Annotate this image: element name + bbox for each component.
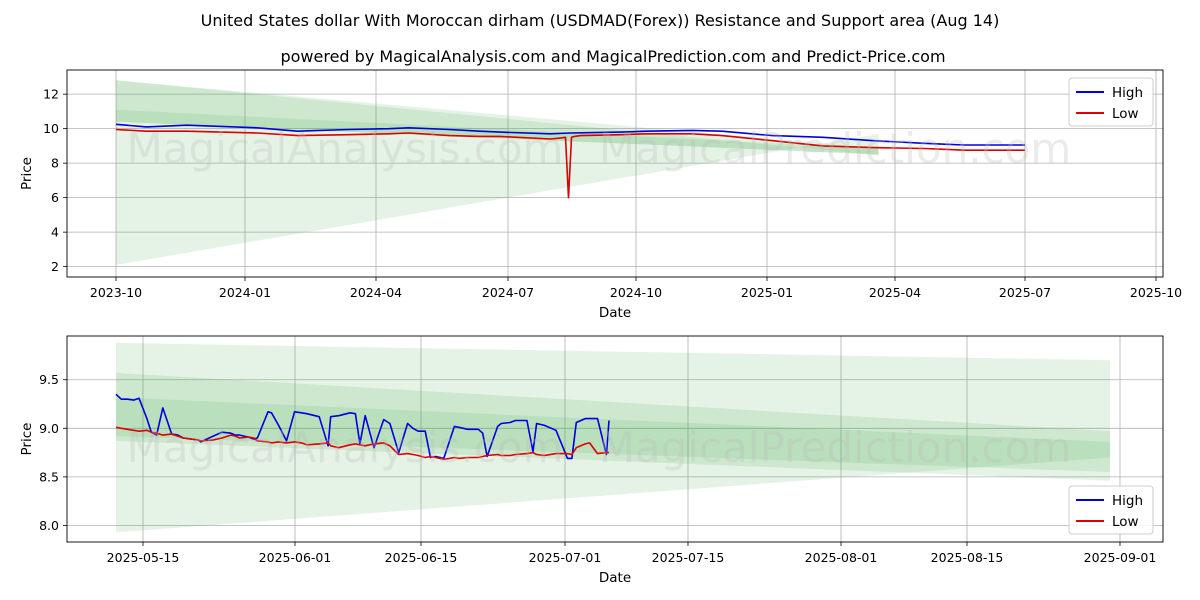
x-tick-label: 2025-08-15: [931, 550, 1004, 565]
y-tick-label: 8.0: [39, 518, 59, 533]
plot-frame: [66, 69, 1164, 278]
x-axis-label: Date: [599, 305, 631, 321]
low-price-line: [115, 128, 1025, 199]
x-tick-label: 2025-08-01: [805, 550, 878, 565]
high-price-line: [115, 123, 1025, 146]
top-chart-panel: 2023-10 2024-01 2024-04 2024-07 2024-10 2025-…: [19, 69, 1182, 321]
x-tick-label: 2025-06-15: [385, 550, 458, 565]
y-axis-label: Price: [19, 157, 35, 190]
x-axis-label: Date: [599, 570, 631, 586]
y-tick-label: 9.0: [39, 421, 59, 436]
bottom-chart-panel: 2025-05-15 2025-06-01 2025-06-15 2025-07-01…: [19, 335, 1164, 586]
x-tick-label: 2023-10: [90, 285, 142, 300]
x-tick-label: 2024-04: [350, 285, 402, 300]
watermark: MagicalPrediction.com: [599, 423, 1072, 472]
support-resistance-band: [116, 342, 1110, 533]
x-tick-label: 2025-01: [741, 285, 793, 300]
x-tick-label: 2025-07-15: [652, 550, 725, 565]
x-tick-label: 2025-07-01: [529, 550, 602, 565]
x-tick-label: 2024-10: [610, 285, 662, 300]
x-tick-label: 2024-07: [482, 285, 534, 300]
legend-label-low: Low: [1112, 106, 1139, 122]
legend-label-low: Low: [1112, 514, 1139, 530]
legend-label-high: High: [1112, 493, 1143, 509]
watermark: MagicalAnalysis.com: [127, 124, 564, 173]
y-tick-label: 8: [51, 156, 59, 171]
x-tick-label: 2025-06-01: [259, 550, 332, 565]
watermark: MagicalAnalysis.com: [127, 423, 564, 472]
x-tick-label: 2025-07: [999, 285, 1051, 300]
chart-subtitle: powered by MagicalAnalysis.com and Magic…: [280, 47, 945, 66]
plot-frame: [66, 335, 1164, 543]
y-tick-label: 9.5: [39, 372, 59, 387]
x-tick-label: 2024-01: [219, 285, 271, 300]
support-resistance-band: [116, 372, 1110, 481]
chart-title: United States dollar With Moroccan dirha…: [201, 11, 1000, 30]
legend: High Low: [1068, 485, 1154, 535]
support-resistance-band: [116, 80, 879, 155]
y-tick-label: 10: [43, 121, 59, 136]
y-tick-label: 12: [43, 87, 59, 102]
x-tick-label: 2025-04: [869, 285, 921, 300]
x-tick-label: 2025-05-15: [107, 550, 180, 565]
low-price-line: [115, 426, 609, 461]
x-tick-label: 2025-09-01: [1084, 550, 1157, 565]
y-tick-label: 4: [51, 225, 59, 240]
legend-label-high: High: [1112, 85, 1143, 101]
legend: High Low: [1068, 77, 1154, 127]
y-tick-label: 8.5: [39, 469, 59, 484]
y-axis-label: Price: [19, 423, 35, 456]
y-tick-label: 6: [51, 190, 59, 205]
x-tick-label: 2025-10: [1130, 285, 1182, 300]
y-tick-label: 2: [51, 259, 59, 274]
support-resistance-band: [116, 80, 879, 265]
watermark: MagicalPrediction.com: [599, 124, 1072, 173]
